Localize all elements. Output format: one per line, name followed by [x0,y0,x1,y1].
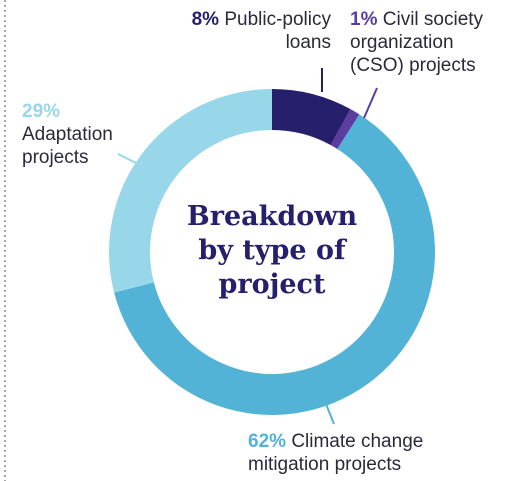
donut [109,89,435,415]
label: 1% Civil society organization (CSO) proj… [350,8,500,77]
value-label: 8% [191,9,220,30]
category-label: Adaptation projects [22,124,113,168]
leaders [117,68,378,425]
leader-line [363,87,378,119]
donut-segment [109,89,272,293]
label: 29% Adaptation projects [22,100,142,169]
donut-segment [330,109,360,149]
value-label: 62% [248,431,287,452]
label: 8% Public-policy loans [171,8,331,54]
category-label: Civil society organization (CSO) project… [350,9,484,76]
category-label: Public-policy loans [224,9,331,53]
category-label: Climate change mitigation projects [248,431,424,475]
donut-segment [272,89,351,146]
value-label: 1% [350,9,378,30]
chart-title: Breakdown by type of project [186,201,358,300]
value-label: 29% [22,101,61,122]
leader-line [325,403,335,425]
label: 62% Climate change mitigation projects [248,430,448,476]
leader-line [117,153,141,166]
